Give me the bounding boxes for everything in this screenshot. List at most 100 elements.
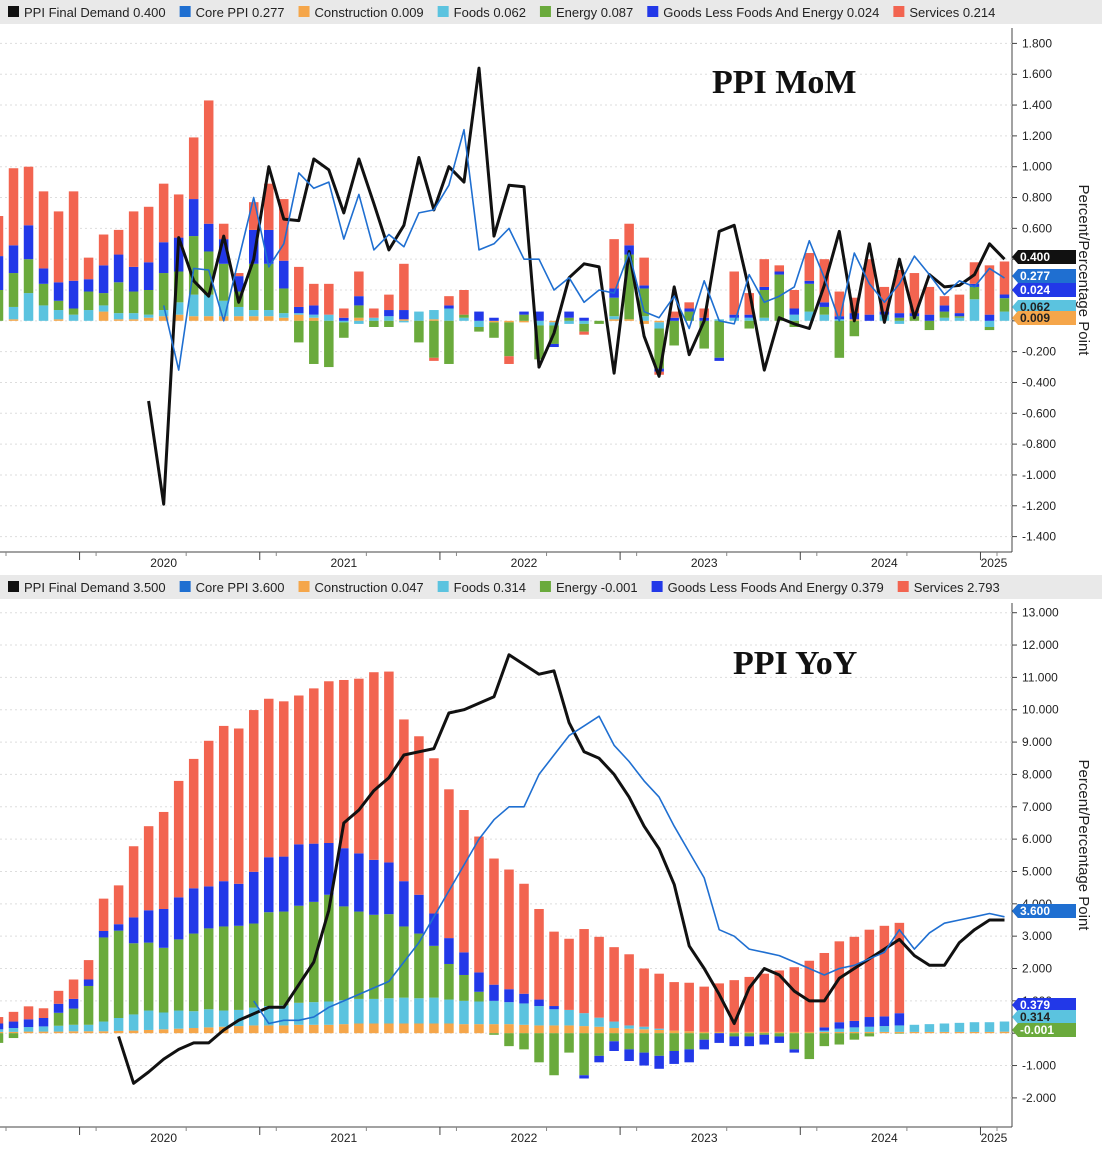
bar-services	[248, 710, 259, 872]
bar-foods	[999, 311, 1010, 321]
bar-energy	[0, 290, 4, 321]
bar-services	[834, 291, 845, 317]
bar-construction	[53, 1031, 64, 1034]
bar-services	[233, 273, 244, 277]
bar-goods	[669, 1050, 679, 1064]
bar-foods	[759, 317, 770, 321]
bar-construction	[609, 1028, 619, 1034]
y-axis-label: Percent/Percentage Point	[1075, 185, 1092, 357]
bar-services	[789, 290, 800, 309]
bar-goods	[173, 897, 184, 940]
bar-goods	[384, 862, 394, 915]
bar-construction	[429, 319, 439, 321]
x-tick-label: 2024	[871, 1131, 898, 1145]
bar-construction	[203, 1027, 214, 1034]
bar-services	[158, 183, 169, 243]
bar-foods	[188, 294, 199, 317]
x-tick-label: 2022	[511, 1131, 538, 1145]
bar-foods	[399, 997, 409, 1024]
bar-construction	[489, 1024, 499, 1034]
bar-goods	[774, 1036, 785, 1043]
bar-foods	[98, 1021, 109, 1032]
bar-energy	[128, 291, 139, 314]
bar-construction	[38, 1031, 49, 1034]
bar-energy	[549, 1033, 559, 1076]
bar-goods	[729, 314, 739, 318]
bar-goods	[849, 1020, 860, 1028]
bar-energy	[564, 1033, 574, 1053]
bar-foods	[188, 1011, 199, 1029]
bar-construction	[279, 1025, 289, 1034]
bar-energy	[459, 314, 469, 318]
x-tick-label: 2025	[981, 1131, 1008, 1145]
bar-energy	[128, 943, 139, 1015]
bar-goods	[248, 229, 259, 264]
bar-goods	[233, 276, 244, 292]
bar-foods	[474, 320, 484, 327]
bar-foods	[233, 1009, 244, 1027]
bar-goods	[729, 1036, 739, 1047]
bar-services	[684, 982, 694, 1032]
bar-goods	[864, 1017, 875, 1027]
bar-foods	[414, 311, 424, 321]
bar-energy	[609, 1033, 619, 1042]
bar-services	[579, 331, 589, 335]
bar-energy	[53, 1012, 64, 1026]
bar-energy	[534, 1033, 544, 1063]
x-tick-label: 2020	[150, 556, 177, 570]
bar-goods	[414, 894, 424, 934]
bar-energy	[248, 923, 259, 1008]
y-tick-label: 0.800	[1022, 191, 1052, 205]
bar-construction	[984, 1031, 995, 1034]
bar-goods	[399, 310, 409, 320]
line-final	[117, 653, 1005, 1085]
bar-energy	[609, 297, 619, 317]
bar-goods	[624, 245, 634, 255]
bar-energy	[489, 322, 499, 338]
y-tick-label: -1.000	[1022, 468, 1056, 482]
bar-foods	[68, 314, 79, 321]
bar-goods	[789, 1049, 800, 1053]
bar-construction	[158, 316, 169, 321]
bar-goods	[924, 314, 935, 321]
bar-foods	[459, 1000, 469, 1025]
bar-construction	[68, 1031, 79, 1034]
bar-energy	[714, 320, 724, 358]
legend-item-final: PPI Final Demand 0.400	[24, 5, 166, 20]
bar-foods	[969, 299, 980, 321]
value-tag-label: 3.600	[1020, 904, 1050, 918]
bar-energy	[53, 300, 64, 311]
x-tick-label: 2020	[150, 1131, 177, 1145]
bar-energy	[218, 263, 229, 301]
legend-item-construction: Construction 0.047	[315, 580, 424, 595]
bar-services	[459, 810, 469, 953]
legend-swatch-foods	[437, 581, 449, 592]
bar-energy	[384, 914, 394, 999]
legend-item-goods: Goods Less Foods And Energy 0.024	[663, 5, 879, 20]
bar-goods	[474, 311, 484, 321]
bar-services	[954, 294, 965, 314]
bar-goods	[233, 883, 244, 926]
bar-services	[68, 979, 79, 999]
bar-foods	[324, 1001, 334, 1025]
bar-services	[774, 265, 785, 272]
bar-goods	[819, 302, 830, 307]
bar-construction	[264, 1025, 274, 1034]
bar-energy	[68, 308, 79, 315]
bar-foods	[789, 314, 800, 321]
bar-energy	[98, 937, 109, 1022]
bar-foods	[594, 1017, 604, 1027]
bar-energy	[68, 1008, 79, 1025]
bar-construction	[489, 320, 499, 323]
bar-energy	[264, 263, 274, 311]
bar-energy	[669, 320, 679, 346]
bar-foods	[233, 306, 244, 317]
bar-goods	[894, 1013, 905, 1026]
bar-construction	[549, 320, 559, 323]
bar-energy	[924, 320, 935, 331]
bar-services	[173, 780, 184, 898]
bar-construction	[8, 1031, 19, 1034]
y-tick-label: -0.400	[1022, 375, 1056, 389]
bar-foods	[579, 1013, 589, 1027]
bar-goods	[68, 280, 79, 309]
